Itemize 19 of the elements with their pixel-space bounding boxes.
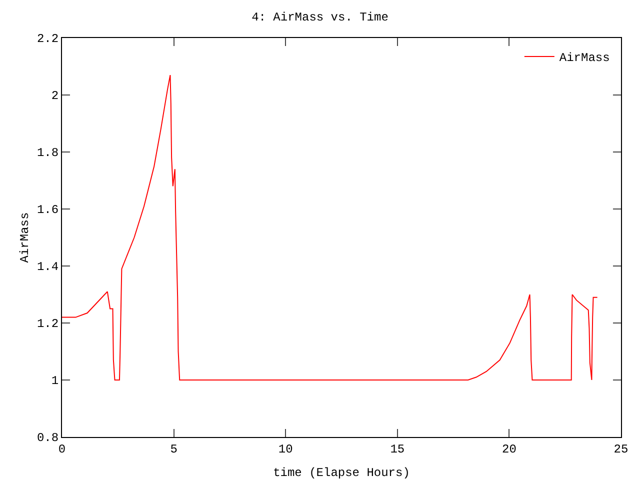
x-tick-label: 20 xyxy=(502,442,516,456)
x-tick-label: 5 xyxy=(170,442,178,456)
y-tick-label: 2.2 xyxy=(36,32,59,46)
y-tick-label: 2 xyxy=(51,89,59,104)
y-axis-title: AirMass xyxy=(18,212,32,263)
y-tick-label: 1.4 xyxy=(36,260,59,274)
x-tick-label: 25 xyxy=(614,442,628,456)
y-tick-label: 1.2 xyxy=(36,317,59,332)
x-tick-label: 15 xyxy=(390,442,405,456)
y-tick-label: 1 xyxy=(51,374,59,388)
y-tick-label: 1.6 xyxy=(36,203,59,218)
line-series xyxy=(62,74,598,380)
x-tick-label: 0 xyxy=(58,442,66,456)
x-axis-title: time (Elapse Hours) xyxy=(273,466,410,480)
legend-label: AirMass xyxy=(559,51,610,66)
y-tick-label: 0.8 xyxy=(36,431,59,446)
y-tick-label: 1.8 xyxy=(36,146,59,160)
x-tick-label: 10 xyxy=(278,442,293,456)
chart-title: 4: AirMass vs. Time xyxy=(252,10,388,24)
